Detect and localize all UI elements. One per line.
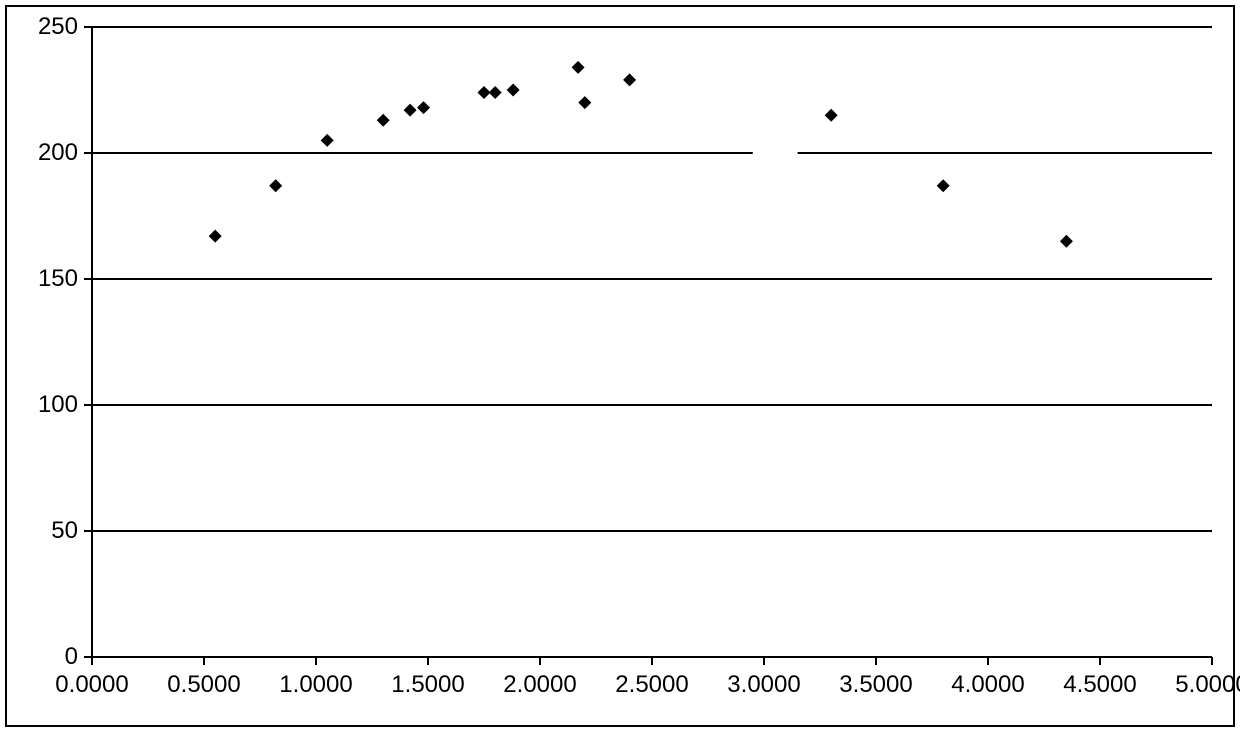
y-tick-label: 50 [51,517,78,545]
data-point [417,101,430,114]
data-point [937,179,950,192]
data-point [321,134,334,147]
x-tick-label: 1.0000 [279,671,352,699]
scatter-chart [7,7,1233,725]
y-tick-label: 200 [38,139,78,167]
x-tick-label: 2.0000 [503,671,576,699]
y-tick-label: 150 [38,265,78,293]
data-point [507,84,520,97]
data-point [478,86,491,99]
data-point [825,109,838,122]
x-tick-label: 2.5000 [615,671,688,699]
x-tick-label: 4.0000 [951,671,1024,699]
data-point [269,179,282,192]
y-tick-label: 250 [38,13,78,41]
y-tick-label: 0 [65,643,78,671]
data-point [572,61,585,74]
data-point [377,114,390,127]
y-tick-label: 100 [38,391,78,419]
x-tick-label: 0.0000 [55,671,128,699]
data-point [1060,235,1073,248]
data-point [404,104,417,117]
x-tick-label: 5.0000 [1175,671,1240,699]
x-tick-label: 3.5000 [839,671,912,699]
chart-frame: 0 50 100 150 200 250 0.0000 0.5000 1.0000 1.5000 2… [5,5,1235,727]
data-point [578,96,591,109]
x-tick-label: 0.5000 [167,671,240,699]
data-point [489,86,502,99]
data-point [209,230,222,243]
x-tick-label: 4.5000 [1063,671,1136,699]
x-tick-label: 3.0000 [727,671,800,699]
x-tick-label: 1.5000 [391,671,464,699]
data-point [623,73,636,86]
